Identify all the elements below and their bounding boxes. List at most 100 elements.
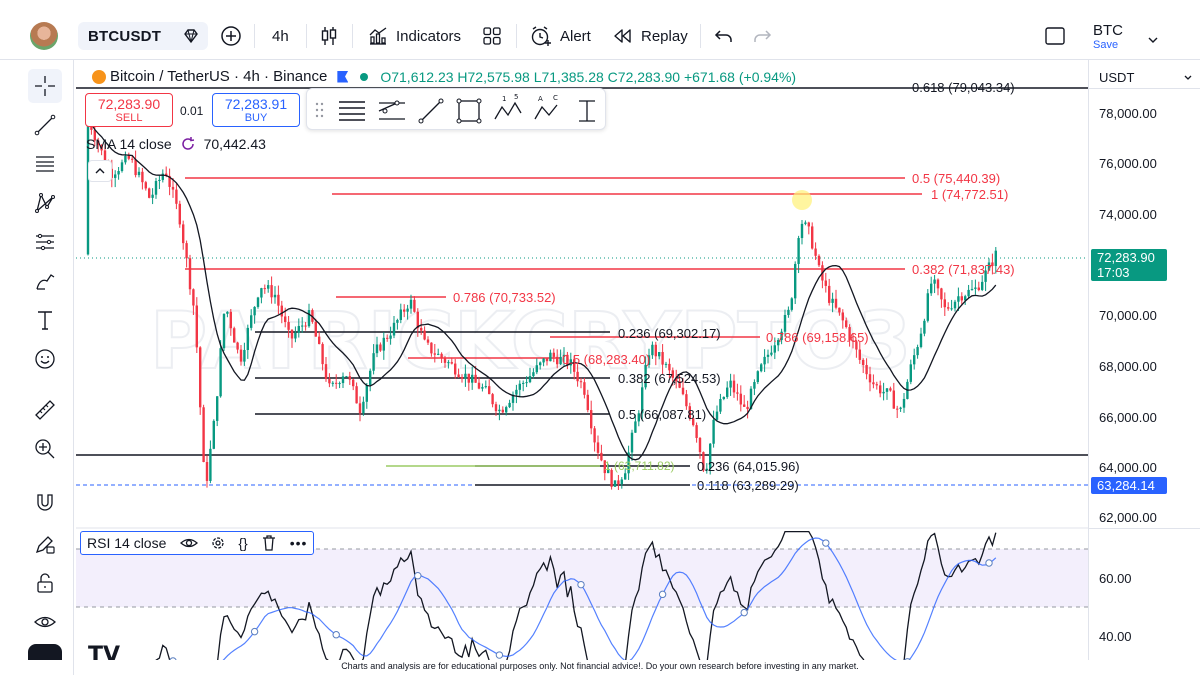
buy-button[interactable]: 72,283.91 BUY	[212, 93, 300, 127]
rsi-tick: 40.00	[1099, 629, 1132, 644]
layout-dropdown-button[interactable]	[1146, 26, 1160, 54]
pattern-tool[interactable]	[28, 186, 62, 220]
candle-body	[375, 344, 379, 354]
candle-body	[661, 352, 664, 365]
chevron-up-icon	[95, 168, 105, 174]
candle-body	[399, 309, 402, 320]
trend-line-tool[interactable]	[28, 108, 62, 142]
chart-type-button[interactable]	[320, 22, 338, 50]
alert-button[interactable]: Alert	[530, 22, 591, 50]
candle-body	[838, 307, 841, 313]
gear-icon[interactable]	[210, 535, 226, 551]
sell-label: SELL	[115, 112, 143, 124]
magnet-tool[interactable]	[28, 486, 62, 520]
hide-drawings-tool[interactable]	[28, 605, 62, 639]
price-axis[interactable]: USDT 78,000.00 76,000.00 74,000.00 72,28…	[1088, 60, 1200, 660]
legend-change: +671.68 (+0.94%)	[683, 68, 797, 85]
rsi-indicator-legend[interactable]: RSI 14 close {} •••	[80, 531, 314, 555]
candle-body	[141, 171, 144, 183]
vertical-measure-icon[interactable]	[579, 100, 595, 122]
line-tool-icon[interactable]	[418, 98, 444, 124]
candle-body	[739, 393, 742, 405]
disclaimer: Charts and analysis are for educational …	[341, 661, 859, 671]
text-icon	[38, 311, 52, 330]
rectangle-tool-icon[interactable]	[456, 98, 482, 124]
candle-body	[328, 378, 331, 384]
svg-text:1: 1	[502, 95, 506, 103]
templates-button[interactable]	[482, 22, 502, 50]
redo-button[interactable]	[752, 22, 772, 50]
lines-tool-icon[interactable]	[339, 101, 365, 121]
brush-tool[interactable]	[28, 264, 62, 298]
lock-drawings-tool[interactable]	[28, 566, 62, 600]
candle-body	[403, 309, 406, 312]
candle-body	[637, 413, 640, 422]
rsi-cross-marker	[822, 539, 830, 547]
indicators-button[interactable]: Indicators	[368, 22, 461, 50]
candle-body	[182, 224, 185, 244]
candle-body	[841, 312, 844, 321]
candle-body	[579, 381, 583, 383]
trash-icon[interactable]	[262, 535, 276, 551]
replay-button[interactable]: Replay	[613, 22, 688, 50]
more-icon[interactable]: •••	[289, 535, 308, 551]
sell-button[interactable]: 72,283.90 SELL	[85, 93, 173, 127]
object-tree-tool[interactable]	[28, 644, 62, 660]
candle-body	[930, 283, 933, 294]
timeframe-button[interactable]: 4h	[272, 27, 289, 45]
compare-add-symbol-button[interactable]	[220, 22, 242, 50]
candle-body	[977, 287, 980, 290]
candle-body	[447, 362, 450, 364]
candle-body	[124, 155, 127, 163]
candle-body	[658, 352, 661, 357]
candle-body	[872, 382, 875, 385]
rsi-cross-marker	[495, 651, 504, 659]
candle-body	[923, 320, 926, 334]
candle-body	[508, 402, 511, 408]
text-tool[interactable]	[28, 303, 62, 337]
candle-body	[885, 388, 889, 392]
drag-handle-icon[interactable]	[315, 102, 324, 118]
zoom-tool[interactable]	[28, 432, 62, 466]
symbol-legend[interactable]: Bitcoin / TetherUS · 4h · Binance O71,61…	[92, 68, 796, 85]
candle-body	[413, 299, 416, 312]
ohlc-values: O71,612.23 H72,575.98 L71,385.28 C72,283…	[380, 69, 796, 85]
layout-save-button[interactable]: BTC Save	[1093, 22, 1123, 51]
candle-body	[858, 349, 861, 360]
user-avatar[interactable]	[30, 22, 58, 50]
zoom-in-icon	[35, 439, 55, 459]
main-chart[interactable]: PATRICKCRYPTO3	[76, 60, 1088, 660]
smiley-icon	[35, 349, 55, 369]
collapse-legend-button[interactable]	[88, 160, 112, 182]
icon-tool[interactable]	[28, 342, 62, 376]
fib-retracement-tool[interactable]	[28, 147, 62, 181]
candle-body	[165, 173, 168, 176]
layout-select-button[interactable]	[1044, 22, 1066, 50]
forecast-tool[interactable]	[28, 225, 62, 259]
parallel-channel-icon[interactable]	[378, 100, 405, 120]
sma-indicator-legend[interactable]: SMA 14 close 70,442.43	[86, 136, 266, 152]
candle-body	[630, 432, 634, 453]
currency-select[interactable]: USDT	[1089, 65, 1200, 89]
candle-body	[335, 382, 338, 384]
eye-icon[interactable]	[180, 534, 199, 552]
chart-canvas[interactable]: PATRICKCRYPTO3	[76, 60, 1088, 660]
sma-label: SMA 14 close	[86, 136, 172, 152]
legend-title: Bitcoin / TetherUS · 4h · Binance	[110, 68, 328, 85]
measure-tool[interactable]	[28, 393, 62, 427]
symbol-search-button[interactable]: BTCUSDT	[78, 22, 208, 50]
candle-body	[297, 325, 300, 333]
order-quantity[interactable]: 0.01	[180, 104, 204, 118]
candle-body	[229, 311, 232, 329]
drawing-mode-tool[interactable]	[28, 527, 62, 561]
undo-button[interactable]	[714, 22, 734, 50]
fib-label-0382-top: 0.382 (71,837.43)	[912, 262, 1015, 277]
crosshair-tool[interactable]	[28, 69, 62, 103]
source-code-icon[interactable]: {}	[238, 535, 248, 551]
candle-body	[464, 373, 467, 379]
candle-body	[420, 328, 423, 331]
candle-body	[933, 279, 936, 284]
candle-body	[576, 371, 579, 382]
